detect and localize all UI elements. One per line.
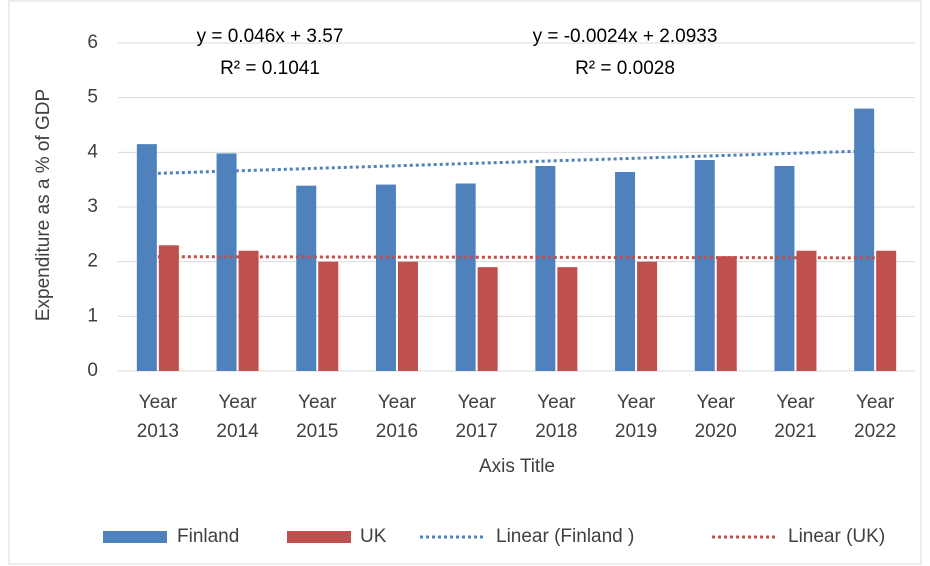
x-tick-label: Year 2019 — [614, 392, 658, 442]
bar — [557, 267, 578, 371]
x-tick-label: Year 2014 — [216, 392, 259, 442]
bar — [375, 184, 396, 371]
bar — [796, 250, 817, 371]
x-tick-label: Year 2013 — [136, 392, 179, 442]
bar — [397, 261, 418, 371]
bar — [854, 108, 875, 371]
trend-equation: y = 0.046x + 3.57 — [197, 26, 344, 47]
bar — [694, 159, 715, 371]
y-tick-label: 2 — [87, 251, 98, 272]
bar — [774, 166, 795, 371]
y-tick-label: 3 — [87, 196, 98, 217]
y-tick-label: 6 — [87, 32, 98, 53]
bar — [637, 261, 658, 371]
trendline — [157, 255, 876, 260]
bar — [477, 267, 498, 371]
legend-swatch — [287, 531, 351, 543]
bar — [296, 185, 317, 371]
y-tick-label: 5 — [87, 87, 98, 108]
x-tick-label: Year 2016 — [375, 392, 419, 442]
bar — [158, 245, 179, 371]
x-tick-label: Year 2015 — [296, 392, 339, 442]
legend-label: Linear (UK) — [788, 526, 885, 547]
x-tick-label: Year 2020 — [694, 392, 737, 442]
x-tick-label: Year 2017 — [455, 392, 498, 442]
bar — [876, 250, 897, 371]
bar — [455, 183, 476, 371]
x-axis-title: Axis Title — [479, 456, 555, 477]
legend-label: UK — [360, 526, 387, 547]
y-tick-label: 1 — [87, 305, 98, 326]
bar — [318, 261, 339, 371]
legend-label: Finland — [177, 526, 239, 547]
x-tick-label: Year 2022 — [854, 392, 897, 442]
x-tick-label: Year 2018 — [535, 392, 578, 442]
y-axis-title: Expenditure as a % of GDP — [33, 89, 54, 321]
bar — [535, 166, 556, 371]
legend-swatch — [103, 531, 167, 543]
y-tick-label: 4 — [87, 141, 98, 162]
bar — [238, 250, 259, 371]
bar — [216, 153, 237, 371]
bar — [716, 256, 737, 371]
trend-equation: y = -0.0024x + 2.0933 — [533, 26, 718, 47]
legend-label: Linear (Finland ) — [496, 526, 634, 547]
x-tick-label: Year 2021 — [774, 392, 817, 442]
trendline — [157, 149, 876, 175]
y-tick-label: 0 — [87, 360, 98, 381]
bar — [136, 144, 157, 371]
bar — [615, 172, 636, 371]
trend-r2: R² = 0.1041 — [220, 58, 320, 79]
trend-r2: R² = 0.0028 — [575, 58, 675, 79]
chart-border — [8, 0, 922, 565]
